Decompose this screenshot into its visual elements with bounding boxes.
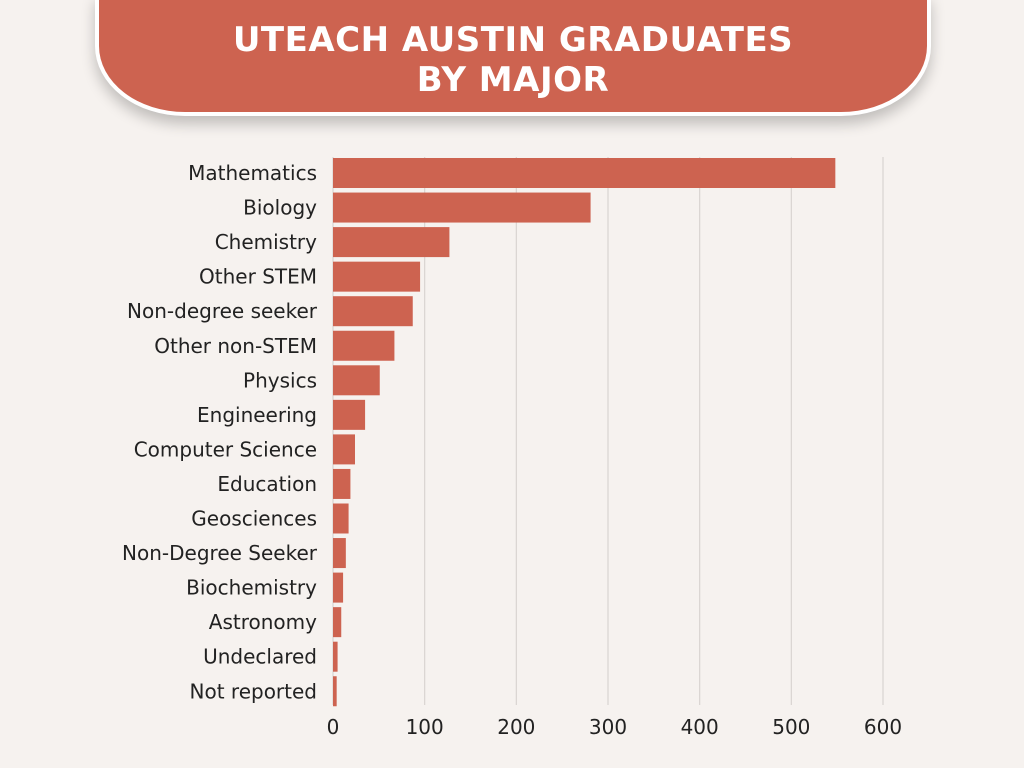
category-label: Geosciences [191, 507, 317, 531]
bar [333, 399, 366, 430]
x-tick-label: 200 [497, 715, 535, 739]
category-label: Physics [243, 368, 317, 392]
bar [333, 434, 355, 465]
category-label: Engineering [197, 403, 317, 427]
chart-title-line-2: BY MAJOR [416, 60, 610, 100]
bar [333, 261, 421, 292]
category-label: Not reported [190, 679, 317, 703]
category-label: Mathematics [188, 161, 317, 185]
bar [333, 572, 344, 603]
bar [333, 538, 346, 569]
category-labels: Mathematics Biology Chemistry Other STEM Non… [122, 161, 318, 703]
bar [333, 296, 413, 327]
category-label: Astronomy [209, 610, 317, 634]
bar [333, 641, 338, 672]
x-tick-label: 300 [589, 715, 627, 739]
chart-title: UTEACH AUSTIN GRADUATES BY MAJOR [233, 20, 793, 100]
chart-title-line-1: UTEACH AUSTIN GRADUATES [232, 20, 794, 60]
bar [333, 192, 591, 223]
category-label: Biology [243, 196, 317, 220]
category-label: Computer Science [134, 437, 317, 461]
bar [333, 158, 836, 188]
bar [333, 227, 450, 258]
bar [333, 676, 337, 707]
x-axis-ticks: 0 100 200 300 400 500 600 [327, 715, 902, 739]
bar [333, 365, 380, 396]
x-tick-label: 400 [681, 715, 719, 739]
bar [333, 330, 395, 361]
category-label: Non-Degree Seeker [122, 541, 318, 565]
title-banner: UTEACH AUSTIN GRADUATES BY MAJOR [95, 0, 931, 116]
bars [333, 158, 836, 707]
bar [333, 607, 342, 638]
category-label: Non-degree seeker [127, 299, 318, 323]
category-label: Other STEM [199, 265, 317, 289]
x-tick-label: 600 [864, 715, 902, 739]
category-label: Biochemistry [186, 576, 317, 600]
x-tick-label: 500 [772, 715, 810, 739]
category-label: Undeclared [203, 645, 317, 669]
category-label: Chemistry [215, 230, 317, 254]
bar [333, 468, 351, 499]
category-label: Education [217, 472, 317, 496]
bar [333, 503, 349, 534]
x-tick-label: 0 [327, 715, 340, 739]
category-label: Other non-STEM [154, 334, 317, 358]
x-tick-label: 100 [406, 715, 444, 739]
